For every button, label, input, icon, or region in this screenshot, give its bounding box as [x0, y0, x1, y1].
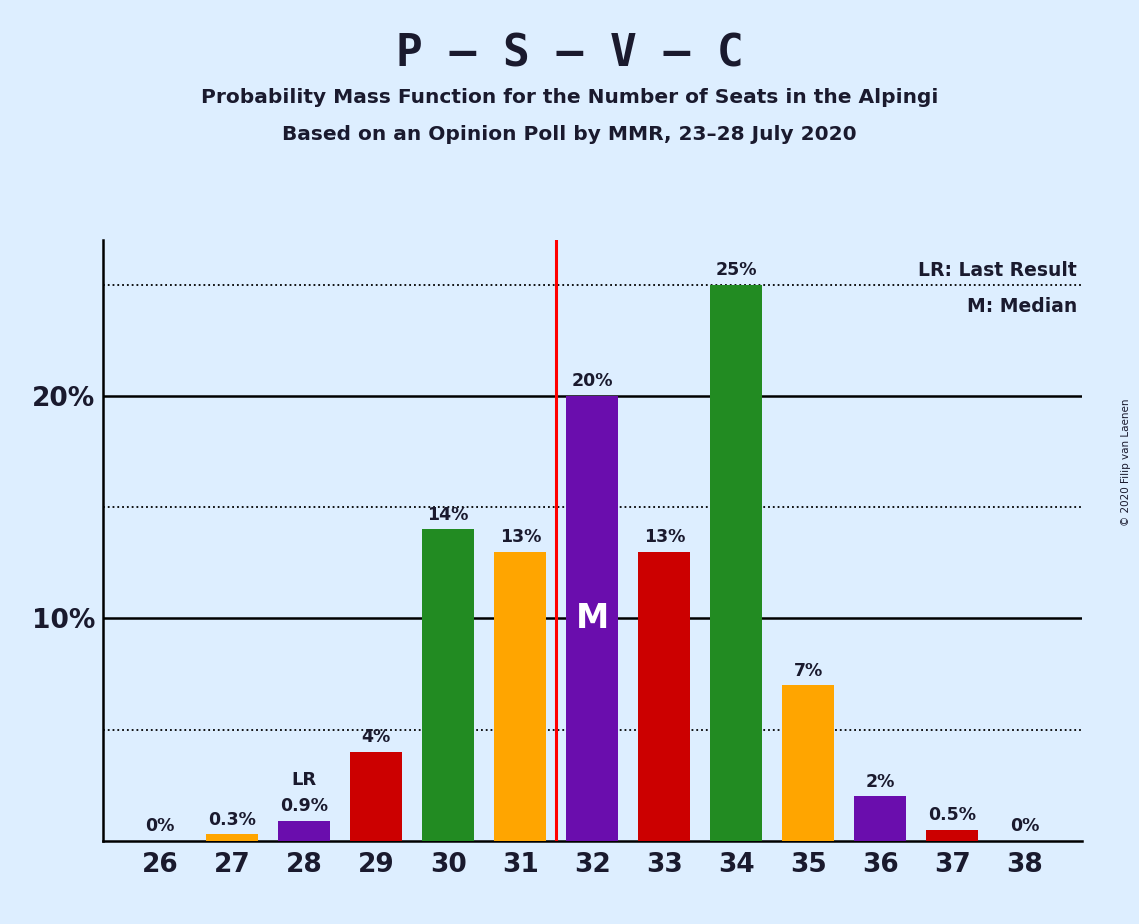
Text: © 2020 Filip van Laenen: © 2020 Filip van Laenen — [1121, 398, 1131, 526]
Bar — [638, 552, 690, 841]
Text: M: Median: M: Median — [967, 298, 1077, 316]
Bar — [351, 752, 402, 841]
Bar — [782, 685, 834, 841]
Text: P – S – V – C: P – S – V – C — [395, 32, 744, 76]
Bar — [423, 529, 474, 841]
Text: 13%: 13% — [644, 529, 685, 546]
Text: 2%: 2% — [866, 772, 895, 791]
Text: 0.5%: 0.5% — [928, 806, 976, 824]
Bar — [278, 821, 330, 841]
Text: 0.3%: 0.3% — [208, 810, 256, 829]
Text: 25%: 25% — [715, 261, 757, 279]
Text: Probability Mass Function for the Number of Seats in the Alpingi: Probability Mass Function for the Number… — [200, 88, 939, 107]
Text: 0%: 0% — [146, 818, 174, 835]
Text: 4%: 4% — [361, 728, 391, 747]
Bar — [711, 285, 762, 841]
Text: 0%: 0% — [1010, 818, 1039, 835]
Bar — [206, 834, 259, 841]
Bar — [494, 552, 547, 841]
Text: 13%: 13% — [500, 529, 541, 546]
Text: 20%: 20% — [572, 372, 613, 390]
Text: LR: Last Result: LR: Last Result — [918, 261, 1077, 280]
Text: LR: LR — [292, 771, 317, 788]
Text: Based on an Opinion Poll by MMR, 23–28 July 2020: Based on an Opinion Poll by MMR, 23–28 J… — [282, 125, 857, 144]
Text: 7%: 7% — [794, 662, 823, 679]
Bar — [566, 396, 618, 841]
Text: 0.9%: 0.9% — [280, 797, 328, 815]
Text: M: M — [575, 602, 609, 635]
Bar — [854, 796, 907, 841]
Bar — [926, 830, 978, 841]
Text: 14%: 14% — [427, 505, 469, 524]
